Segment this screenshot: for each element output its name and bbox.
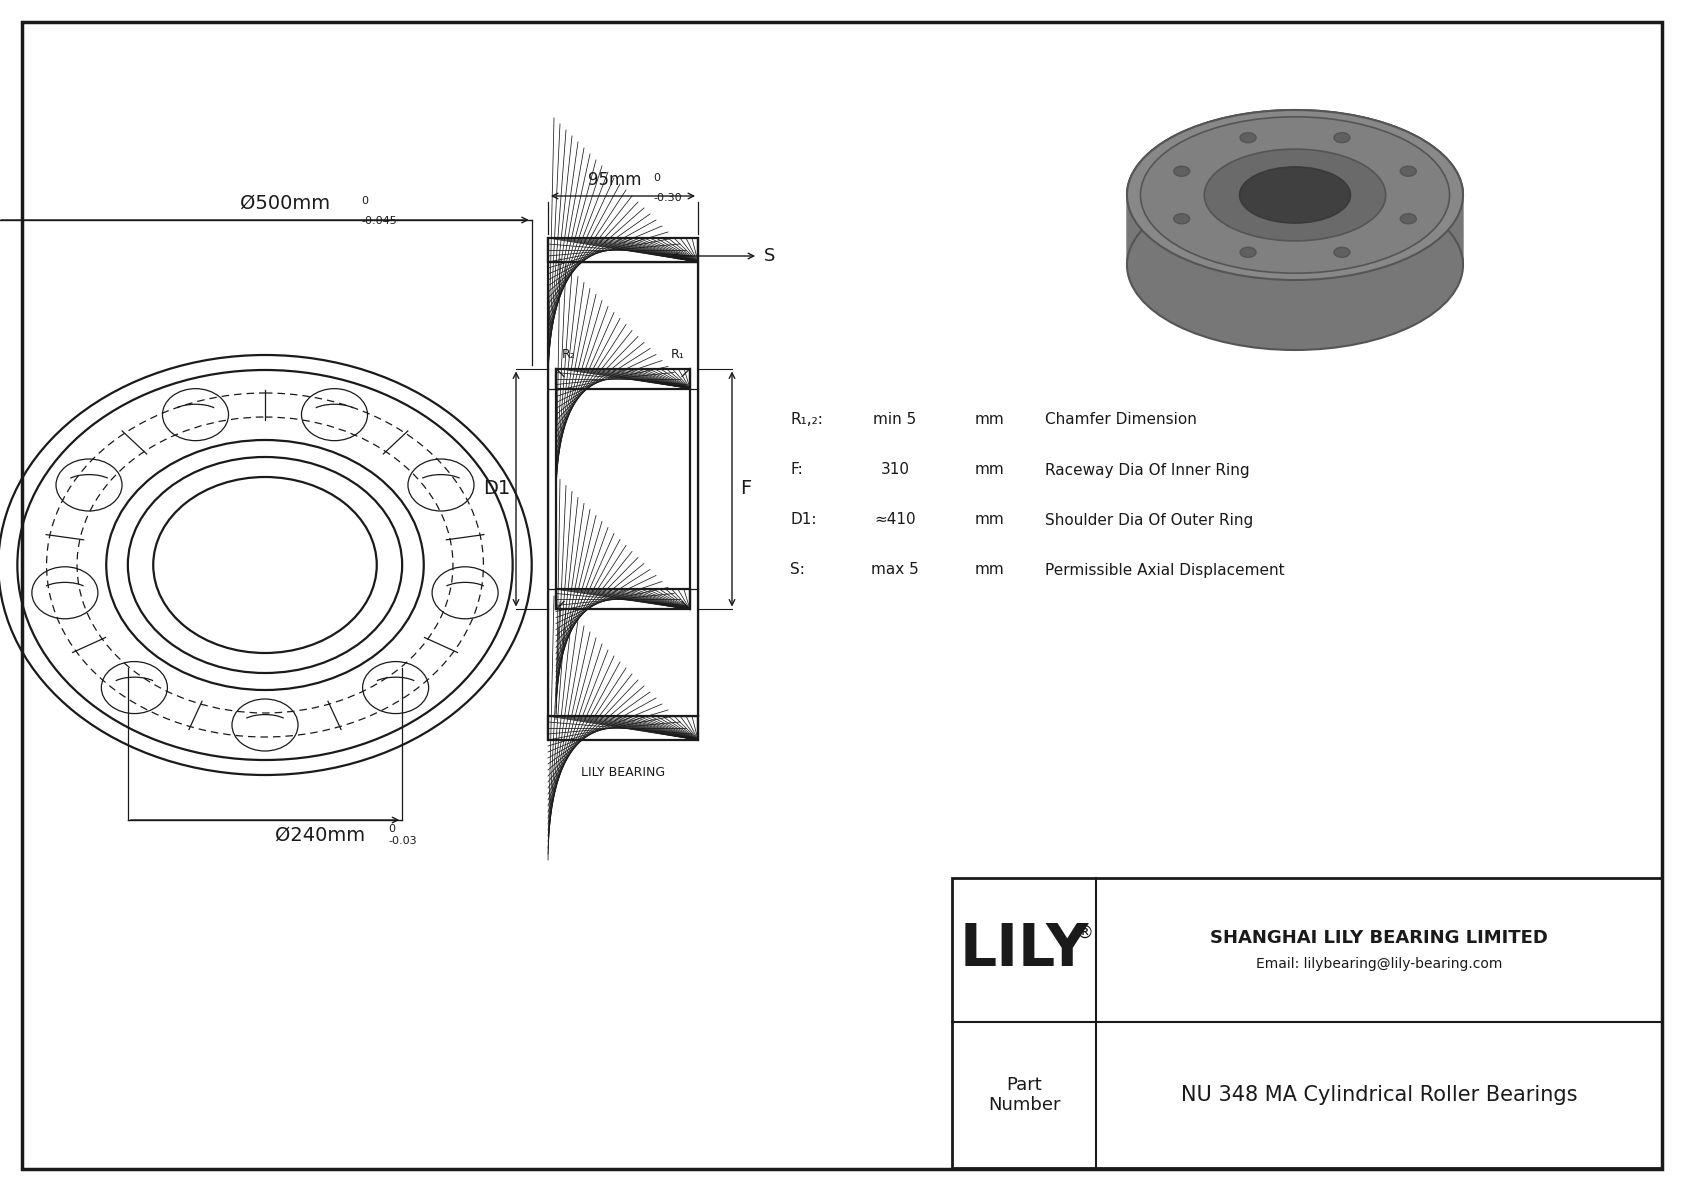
Text: F:: F:	[790, 462, 803, 478]
Text: ≈410: ≈410	[874, 512, 916, 528]
Text: -0.03: -0.03	[387, 836, 416, 846]
Text: SHANGHAI LILY BEARING LIMITED: SHANGHAI LILY BEARING LIMITED	[1211, 929, 1548, 947]
Text: D1: D1	[483, 480, 510, 499]
Text: Ø500mm: Ø500mm	[239, 194, 330, 213]
Text: -0.045: -0.045	[360, 216, 397, 226]
Text: S: S	[765, 247, 775, 266]
Text: mm: mm	[975, 512, 1005, 528]
Text: LILY: LILY	[960, 922, 1088, 979]
Ellipse shape	[1174, 213, 1189, 224]
Text: min 5: min 5	[874, 412, 916, 428]
Ellipse shape	[1127, 110, 1463, 280]
Text: D1:: D1:	[790, 512, 817, 528]
Text: 95mm: 95mm	[588, 172, 642, 189]
Bar	[556, 590, 690, 610]
Text: mm: mm	[975, 462, 1005, 478]
Text: R₁,₂:: R₁,₂:	[790, 412, 823, 428]
Text: LILY BEARING: LILY BEARING	[581, 766, 665, 779]
Text: Shoulder Dia Of Outer Ring: Shoulder Dia Of Outer Ring	[1046, 512, 1253, 528]
Text: mm: mm	[975, 562, 1005, 578]
Ellipse shape	[1239, 248, 1256, 257]
Text: R₁: R₁	[670, 348, 684, 361]
Text: Ø240mm: Ø240mm	[274, 827, 365, 844]
Text: Permissible Axial Displacement: Permissible Axial Displacement	[1046, 562, 1285, 578]
Ellipse shape	[1174, 167, 1189, 176]
Text: mm: mm	[975, 412, 1005, 428]
Text: R₂: R₂	[562, 348, 576, 361]
Bar	[547, 262, 697, 716]
Bar	[547, 238, 697, 262]
Text: NU 348 MA Cylindrical Roller Bearings: NU 348 MA Cylindrical Roller Bearings	[1180, 1085, 1578, 1105]
Text: max 5: max 5	[871, 562, 919, 578]
Text: -0.30: -0.30	[653, 193, 682, 202]
Text: 310: 310	[881, 462, 909, 478]
Text: Email: lilybearing@lily-bearing.com: Email: lilybearing@lily-bearing.com	[1256, 958, 1502, 971]
Bar	[556, 368, 690, 388]
Text: 0: 0	[387, 824, 396, 834]
Ellipse shape	[1127, 180, 1463, 350]
Ellipse shape	[1334, 248, 1351, 257]
Ellipse shape	[1204, 149, 1386, 241]
Text: S:: S:	[790, 562, 805, 578]
Text: 0: 0	[360, 197, 369, 206]
Ellipse shape	[1401, 213, 1416, 224]
Text: 0: 0	[653, 173, 660, 183]
Ellipse shape	[1239, 167, 1351, 223]
Polygon shape	[1127, 110, 1463, 266]
Text: ®: ®	[1076, 924, 1095, 942]
Ellipse shape	[1334, 132, 1351, 143]
Text: Chamfer Dimension: Chamfer Dimension	[1046, 412, 1197, 428]
Text: F: F	[739, 480, 751, 499]
Ellipse shape	[1140, 117, 1450, 273]
Bar	[951, 878, 1662, 1168]
Text: Part
Number: Part Number	[989, 1075, 1061, 1115]
Bar	[547, 716, 697, 740]
Ellipse shape	[1239, 132, 1256, 143]
Text: Raceway Dia Of Inner Ring: Raceway Dia Of Inner Ring	[1046, 462, 1250, 478]
Ellipse shape	[1401, 167, 1416, 176]
